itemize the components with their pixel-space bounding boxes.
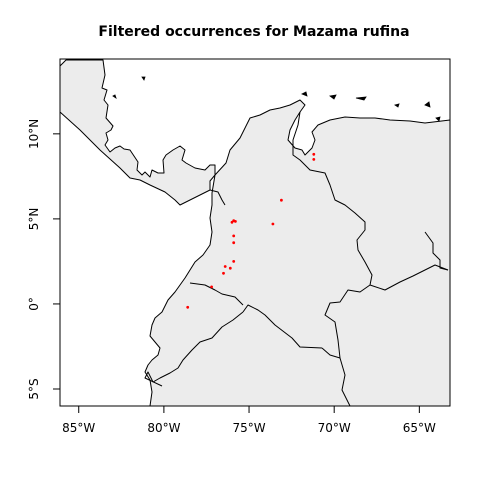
- island-providencia: [141, 76, 146, 81]
- island-margarita: [394, 103, 400, 108]
- border-colombia-peru: [242, 304, 323, 349]
- border-venezuela-guyana: [424, 231, 449, 271]
- occurrence-point: [280, 198, 283, 202]
- occurrence-point: [232, 241, 236, 245]
- x-axis: 85°W 80°W 75°W 70°W 65°W: [62, 405, 436, 435]
- y-tick-label: 5°S: [27, 378, 41, 399]
- y-tick-label: 5°N: [27, 208, 41, 231]
- y-tick-label: 10°N: [27, 119, 41, 149]
- border-venezuela-brazil: [369, 264, 449, 291]
- occurrence-point: [228, 266, 232, 270]
- border-peru-brazil: [339, 357, 351, 407]
- y-axis: 10°N 5°N 0° 5°S: [27, 119, 61, 400]
- x-tick-label: 80°W: [147, 421, 180, 435]
- occurrence-points: [186, 152, 316, 309]
- border-colombia-ecuador: [189, 282, 244, 306]
- island-curacao: [329, 94, 337, 100]
- occurrence-point: [234, 220, 237, 223]
- island-aruba: [301, 91, 308, 97]
- island-tobago: [435, 116, 441, 122]
- central-america-land: [59, 59, 216, 206]
- x-tick-label: 75°W: [232, 421, 265, 435]
- x-tick-label: 85°W: [62, 421, 95, 435]
- occurrence-point: [271, 222, 275, 226]
- border-ecuador-peru: [144, 311, 244, 387]
- x-tick-label: 70°W: [318, 421, 351, 435]
- x-tick-label: 65°W: [403, 421, 436, 435]
- south-america-land: [144, 99, 451, 407]
- border-panama-colombia: [209, 189, 226, 206]
- occurrence-point: [186, 305, 190, 309]
- occurrence-point: [312, 152, 316, 156]
- occurrence-point: [232, 260, 236, 263]
- occurrence-point: [222, 271, 225, 275]
- border-colombia-venezuela: [292, 111, 373, 286]
- border-colombia-brazil: [321, 284, 371, 359]
- occurrence-point: [230, 220, 234, 224]
- island-bonaire: [355, 96, 367, 101]
- occurrence-point: [223, 265, 227, 268]
- y-tick-label: 0°: [27, 297, 41, 311]
- occurrence-point: [210, 285, 214, 289]
- occurrence-point: [232, 234, 236, 238]
- map-title: Filtered occurrences for Mazama rufina: [98, 24, 409, 40]
- island-grenadines: [424, 101, 431, 108]
- occurrence-point: [312, 158, 316, 161]
- map-panel: [59, 58, 451, 407]
- island-san-andres: [112, 94, 117, 99]
